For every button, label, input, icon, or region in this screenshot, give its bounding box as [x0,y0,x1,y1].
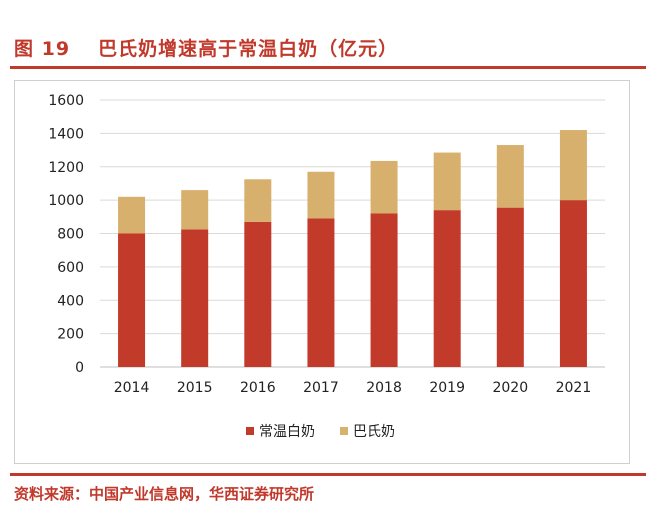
x-tick-label: 2014 [114,380,150,396]
source-note: 资料来源：中国产业信息网，华西证券研究所 [14,485,315,503]
bar-pasteurized-2020 [496,145,524,208]
y-tick-label: 400 [57,293,84,309]
bar-uht-2020 [496,207,524,367]
bar-uht-2017 [307,218,335,367]
bar-pasteurized-2021 [559,130,587,201]
legend: 常温白奶 巴氏奶 [246,424,395,440]
x-tick-label: 2016 [240,380,276,396]
bar-uht-2019 [433,210,461,367]
figure-caption-text: 巴氏奶增速高于常温白奶（亿元） [98,38,399,60]
bar-uht-2015 [181,229,209,367]
x-tick-label: 2017 [303,380,339,396]
y-tick-label: 200 [57,327,84,343]
x-axis: 2014 2015 2016 2017 2018 2019 2020 2021 [114,380,592,396]
bar-uht-2016 [244,221,272,367]
x-tick-label: 2018 [366,380,402,396]
chart-title: 图 19 巴氏奶增速高于常温白奶（亿元） [14,34,398,61]
bar-pasteurized-2014 [118,196,146,234]
y-axis: 0 200 400 600 800 1000 1200 1400 1600 [48,93,84,376]
legend-swatch [340,427,348,435]
bar-pasteurized-2018 [370,160,398,214]
x-tick-label: 2019 [429,380,465,396]
x-tick-label: 2020 [492,380,528,396]
bar-pasteurized-2015 [181,190,209,230]
y-tick-label: 1000 [48,193,84,209]
y-tick-label: 1200 [48,160,84,176]
y-tick-label: 0 [75,360,84,376]
y-tick-label: 1400 [48,126,84,142]
bar-pasteurized-2017 [307,171,335,219]
y-tick-label: 1600 [48,93,84,109]
legend-label: 常温白奶 [259,424,315,440]
figure-label-text: 图 19 [14,38,71,60]
bar-uht-2018 [370,213,398,367]
bar-pasteurized-2016 [244,179,272,222]
legend-label: 巴氏奶 [353,424,395,440]
x-tick-label: 2015 [177,380,213,396]
x-tick-label: 2021 [556,380,592,396]
chart-frame [14,80,630,464]
bar-pasteurized-2019 [433,152,461,211]
bars [118,130,587,367]
bar-uht-2014 [118,233,146,367]
gridlines [100,99,605,368]
bar-uht-2021 [559,200,587,367]
legend-swatch [246,427,254,435]
y-tick-label: 600 [57,260,84,276]
title-rule [10,66,646,69]
source-rule [10,473,646,476]
y-tick-label: 800 [57,227,84,243]
